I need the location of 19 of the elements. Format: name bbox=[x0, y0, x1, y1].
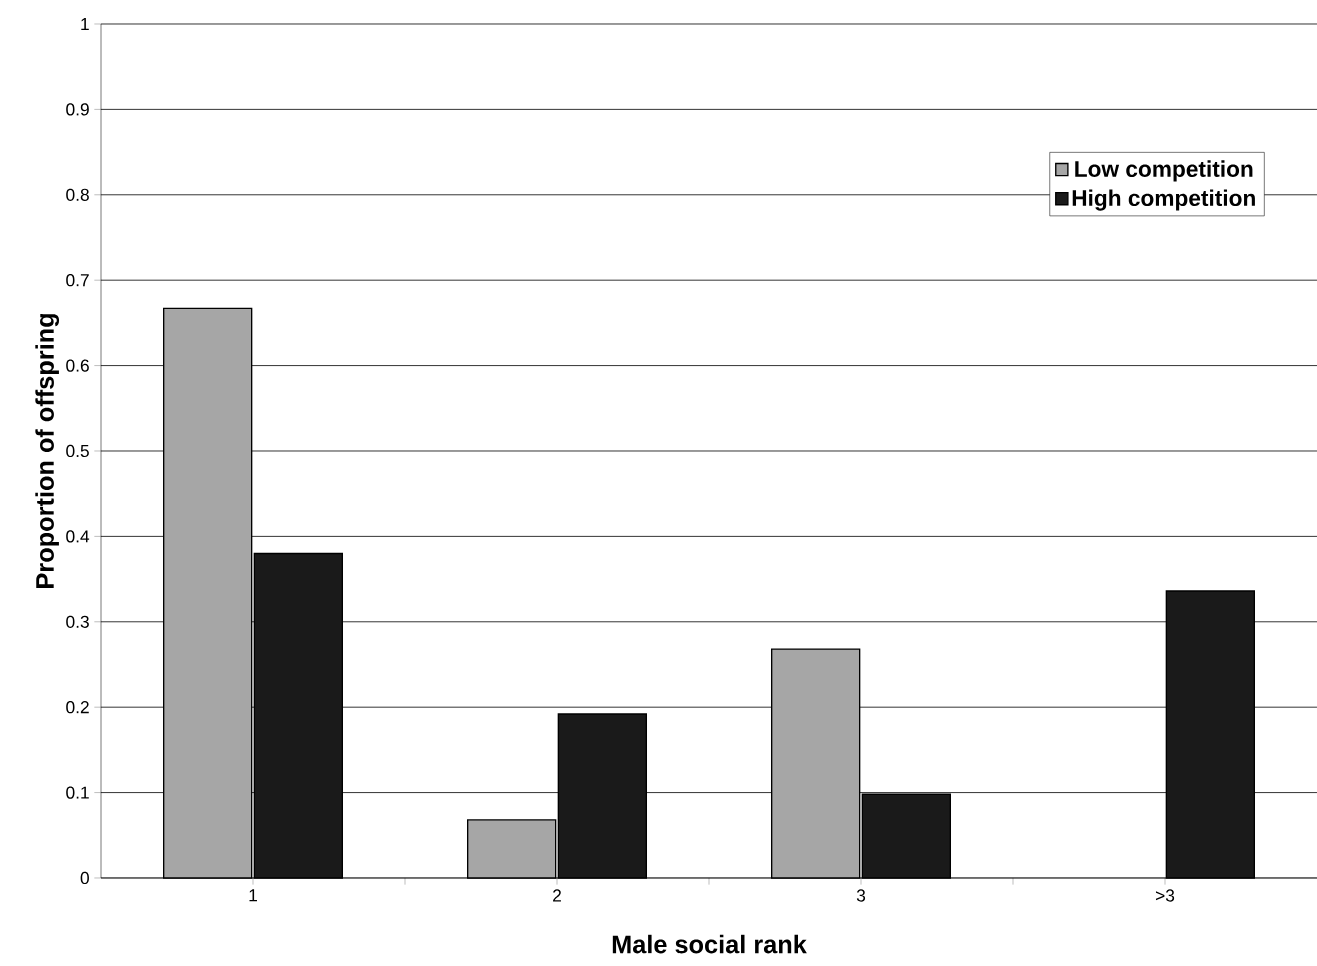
x-tick-label: 2 bbox=[553, 889, 561, 902]
legend-label: High competition bbox=[1072, 189, 1255, 211]
y-tick-label: 0.5 bbox=[66, 444, 89, 458]
y-tick-label: 0.2 bbox=[66, 701, 89, 714]
y-axis-title: Proportion of offspring bbox=[35, 314, 60, 588]
y-tick-label: 1 bbox=[81, 18, 89, 30]
y-tick-label: 0.7 bbox=[66, 274, 89, 287]
x-tick-label: 3 bbox=[856, 889, 866, 902]
y-tick-label: 0.4 bbox=[66, 530, 90, 543]
x-tick-label: 1 bbox=[249, 889, 257, 902]
y-tick-label: 0.6 bbox=[66, 359, 89, 372]
y-tick-label: 0.9 bbox=[66, 103, 89, 116]
x-axis-title: Male social rank bbox=[612, 934, 807, 954]
y-tick-label: 0.1 bbox=[66, 786, 89, 799]
y-tick-label: 0 bbox=[80, 871, 89, 885]
x-tick-label: >3 bbox=[1155, 889, 1175, 902]
y-tick-label: 0.8 bbox=[66, 188, 89, 201]
y-tick-label: 0.3 bbox=[66, 615, 89, 628]
legend-label: Low competition bbox=[1075, 160, 1253, 182]
